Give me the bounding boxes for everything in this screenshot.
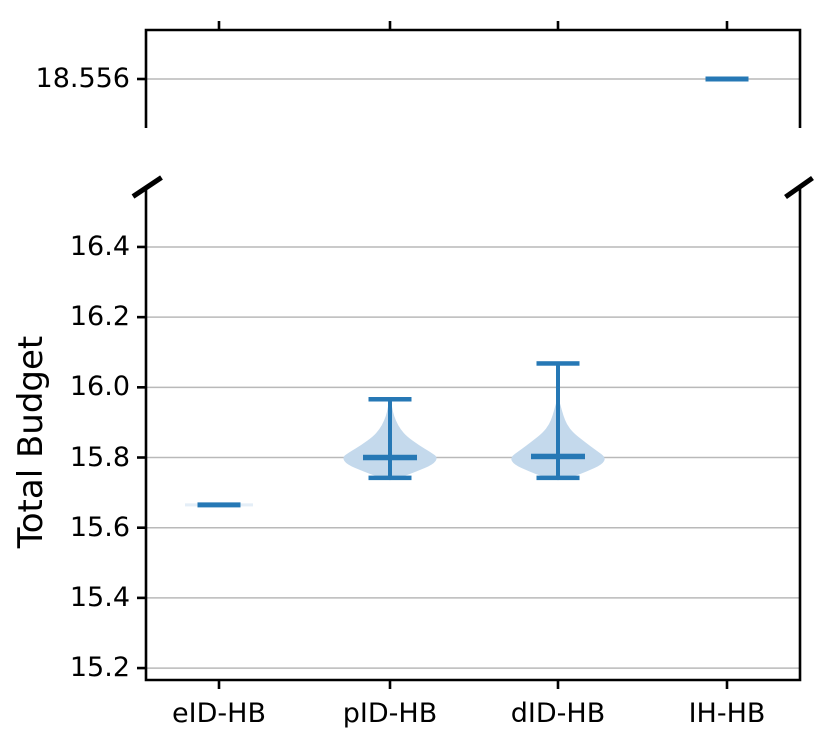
whisker-cap-bottom-pID-HB bbox=[368, 475, 412, 481]
y-tick-label: 15.6 bbox=[69, 511, 130, 543]
x-category-label: pID-HB bbox=[342, 698, 438, 729]
y-tick-label-top-panel: 18.556 bbox=[35, 63, 130, 94]
value-bar-IH-HB bbox=[705, 76, 749, 82]
whisker-cap-bottom-dID-HB bbox=[536, 475, 580, 481]
y-tick-label: 15.2 bbox=[69, 652, 130, 684]
x-category-label: dID-HB bbox=[510, 698, 606, 729]
whisker-cap-top-pID-HB bbox=[368, 397, 412, 402]
y-tick-label: 15.8 bbox=[69, 441, 130, 473]
whisker-line-pID-HB bbox=[388, 399, 392, 478]
y-tick-label: 15.4 bbox=[69, 581, 130, 613]
y-tick-label: 16.2 bbox=[69, 301, 130, 333]
value-bar-eID-HB bbox=[197, 502, 241, 508]
y-tick-label: 16.4 bbox=[69, 230, 130, 262]
x-category-label: IH-HB bbox=[688, 698, 766, 729]
whisker-cap-top-dID-HB bbox=[536, 361, 580, 366]
bottom-axes-spines bbox=[144, 188, 802, 682]
mean-bar-pID-HB bbox=[363, 454, 417, 461]
y-tick-label: 16.0 bbox=[69, 371, 130, 403]
mean-bar-dID-HB bbox=[531, 453, 585, 460]
axis-break-mark bbox=[131, 175, 163, 199]
x-category-label: eID-HB bbox=[172, 698, 266, 729]
axis-break-mark bbox=[784, 175, 814, 200]
whisker-line-dID-HB bbox=[556, 363, 560, 478]
